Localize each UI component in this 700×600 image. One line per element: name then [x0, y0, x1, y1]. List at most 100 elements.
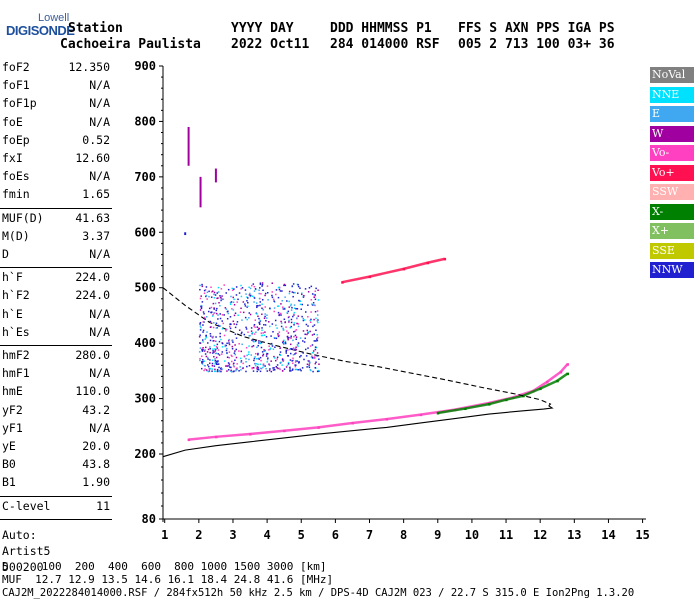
spread-f-point: [264, 331, 266, 333]
spread-f-point: [220, 367, 222, 369]
spread-f-point: [248, 294, 251, 296]
y-tick-label-80: 80: [142, 512, 156, 526]
spread-f-point: [215, 345, 218, 348]
x-tick-label-9: 9: [434, 528, 441, 542]
spread-f-point: [217, 324, 220, 327]
spread-f-point: [226, 310, 229, 313]
param-name: B0: [2, 457, 16, 472]
param-row-group4-3: yF2 43.2: [2, 403, 110, 421]
spread-f-point: [216, 370, 219, 373]
spread-f-point: [200, 295, 202, 297]
series-point-o-trace: [214, 435, 218, 439]
spread-f-point: [302, 330, 305, 332]
param-value: 43.2: [82, 402, 110, 417]
spread-f-point: [213, 322, 215, 324]
spread-f-point: [308, 360, 310, 362]
spread-f-point: [202, 359, 204, 361]
spread-f-point: [258, 340, 260, 342]
spread-f-point: [213, 312, 215, 314]
spread-f-point: [262, 363, 265, 365]
spread-f-point: [236, 368, 238, 371]
series-point-x-trace: [505, 398, 508, 402]
spread-f-point: [201, 285, 204, 288]
spread-f-point: [279, 353, 281, 356]
spread-f-point: [205, 286, 208, 288]
spread-f-point: [260, 334, 263, 337]
spread-f-point: [281, 370, 284, 372]
spread-f-point: [219, 335, 221, 338]
spread-f-point: [310, 285, 313, 288]
spread-f-point: [251, 339, 253, 342]
spread-f-point: [278, 286, 281, 289]
spread-f-point: [216, 363, 218, 366]
spread-f-point: [247, 353, 250, 356]
spread-f-point: [246, 354, 248, 357]
param-row-group4-2: hmE 110.0: [2, 384, 110, 402]
spread-f-point: [231, 339, 233, 342]
spread-f-point: [270, 342, 273, 345]
spread-f-point: [233, 288, 235, 290]
spread-f-point: [249, 287, 252, 290]
series-topside: [162, 287, 552, 407]
spread-f-point: [309, 369, 312, 371]
spread-f-point: [288, 300, 290, 303]
spread-f-point: [301, 367, 304, 369]
spread-f-point: [250, 327, 253, 329]
spread-f-point: [236, 301, 238, 303]
spread-f-point: [234, 333, 237, 335]
legend-item-ssw: SSW: [650, 184, 694, 200]
series-point-o-trace: [283, 429, 286, 433]
spread-f-point: [233, 314, 236, 317]
spread-f-point: [273, 355, 275, 358]
param-value: N/A: [89, 114, 110, 129]
spread-f-point: [269, 347, 272, 350]
spread-f-point: [282, 308, 285, 310]
spread-f-point: [299, 300, 302, 302]
spread-f-point: [259, 287, 261, 289]
series-point-o-trace: [317, 426, 320, 429]
spread-f-point: [201, 355, 203, 358]
param-row-group3-0: h`F 224.0: [2, 270, 110, 288]
series-point-x-trace: [522, 394, 525, 398]
series-point-x-trace: [436, 411, 440, 415]
spread-f-point: [297, 342, 300, 344]
spread-f-point: [309, 319, 311, 322]
spread-f-point: [231, 308, 233, 310]
spread-f-point: [270, 335, 272, 337]
spread-f-point: [221, 346, 224, 348]
spread-f-point: [291, 306, 293, 309]
spread-f-point: [199, 347, 202, 349]
spread-f-point: [203, 289, 206, 292]
spread-f-point: [306, 329, 309, 332]
param-value: 20.0: [82, 439, 110, 453]
param-row-group3-1: h`F2 224.0: [2, 288, 110, 306]
spread-f-point: [201, 283, 203, 286]
spread-f-point: [291, 369, 294, 371]
param-row-group2-2: D N/A: [2, 247, 110, 265]
spread-f-point: [204, 338, 206, 340]
legend-item-vo-: Vo-: [650, 145, 694, 161]
param-name: fmin: [2, 187, 30, 202]
spread-f-point: [203, 364, 206, 367]
spread-f-point: [242, 301, 245, 303]
spread-f-point: [213, 308, 215, 310]
spread-f-point: [313, 340, 316, 342]
spread-f-point: [215, 356, 218, 359]
spread-f-point: [316, 334, 319, 336]
spread-f-point: [288, 321, 290, 323]
series-point-x-trace: [487, 403, 491, 406]
spread-f-point: [231, 360, 233, 363]
spread-f-point: [199, 325, 202, 327]
spread-f-point: [203, 369, 205, 372]
spread-f-point: [209, 367, 212, 370]
spread-f-point: [240, 357, 242, 360]
spread-f-point: [290, 325, 293, 328]
param-separator: [0, 267, 112, 269]
spread-f-point: [261, 313, 263, 316]
spread-f-point: [221, 368, 223, 370]
spread-f-point: [296, 322, 298, 325]
spread-f-point: [245, 293, 247, 295]
spread-f-point: [232, 289, 234, 292]
spread-f-point: [266, 358, 269, 361]
spread-f-point: [259, 282, 262, 284]
